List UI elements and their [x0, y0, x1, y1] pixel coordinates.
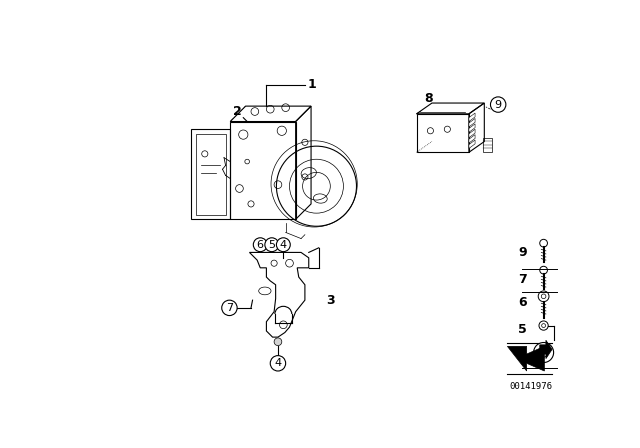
Polygon shape	[469, 134, 475, 143]
Circle shape	[276, 238, 291, 252]
Text: 9: 9	[495, 99, 502, 110]
Text: 1: 1	[307, 78, 316, 91]
Text: 6: 6	[518, 296, 527, 309]
Circle shape	[274, 338, 282, 345]
Circle shape	[221, 300, 237, 315]
Text: 9: 9	[518, 246, 527, 259]
Text: 8: 8	[424, 92, 433, 105]
Text: 4: 4	[518, 346, 527, 359]
Circle shape	[534, 343, 554, 362]
Text: 7: 7	[226, 303, 233, 313]
Polygon shape	[469, 118, 475, 127]
Text: 00141976: 00141976	[509, 382, 552, 391]
Polygon shape	[469, 124, 475, 132]
Text: 7: 7	[518, 273, 527, 286]
Text: 2: 2	[233, 105, 241, 118]
Text: 3: 3	[326, 293, 335, 307]
Circle shape	[270, 356, 285, 371]
Text: 4: 4	[275, 358, 282, 368]
Text: 5: 5	[518, 323, 527, 336]
Polygon shape	[540, 340, 552, 359]
Polygon shape	[508, 346, 545, 371]
Text: 5: 5	[268, 240, 275, 250]
Text: 4: 4	[280, 240, 287, 250]
Circle shape	[490, 97, 506, 112]
Circle shape	[265, 238, 279, 252]
Circle shape	[253, 238, 267, 252]
Polygon shape	[469, 140, 475, 148]
Text: 6: 6	[257, 240, 264, 250]
Polygon shape	[469, 129, 475, 138]
Polygon shape	[469, 113, 475, 121]
